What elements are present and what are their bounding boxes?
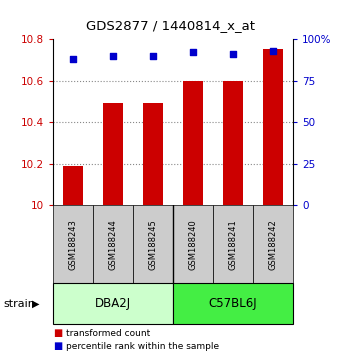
Point [110, 53, 116, 58]
Point [150, 53, 156, 58]
Text: GSM188240: GSM188240 [189, 219, 197, 270]
Text: ■: ■ [53, 341, 62, 351]
Text: C57BL6J: C57BL6J [209, 297, 257, 310]
Text: DBA2J: DBA2J [95, 297, 131, 310]
Bar [143, 103, 163, 205]
Bar [93, 205, 133, 283]
Text: percentile rank within the sample: percentile rank within the sample [66, 342, 220, 351]
Bar [103, 103, 123, 205]
Text: ■: ■ [53, 329, 62, 338]
Bar [133, 205, 173, 283]
Text: GSM188245: GSM188245 [149, 219, 158, 270]
Bar [223, 81, 243, 205]
Text: GSM188244: GSM188244 [108, 219, 117, 270]
Bar [53, 283, 173, 324]
Bar [173, 205, 213, 283]
Text: strain: strain [3, 298, 35, 309]
Text: ▶: ▶ [32, 298, 40, 309]
Bar [173, 283, 293, 324]
Bar [53, 205, 93, 283]
Bar [63, 166, 83, 205]
Bar [213, 205, 253, 283]
Point [70, 56, 76, 62]
Text: GSM188242: GSM188242 [269, 219, 278, 270]
Point [190, 50, 196, 55]
Bar [183, 81, 203, 205]
Point [231, 51, 236, 57]
Text: transformed count: transformed count [66, 329, 151, 338]
Text: GSM188241: GSM188241 [229, 219, 238, 270]
Text: GSM188243: GSM188243 [69, 219, 77, 270]
Point [270, 48, 276, 53]
Text: GDS2877 / 1440814_x_at: GDS2877 / 1440814_x_at [86, 19, 255, 33]
Bar [253, 205, 293, 283]
Bar [263, 49, 283, 205]
